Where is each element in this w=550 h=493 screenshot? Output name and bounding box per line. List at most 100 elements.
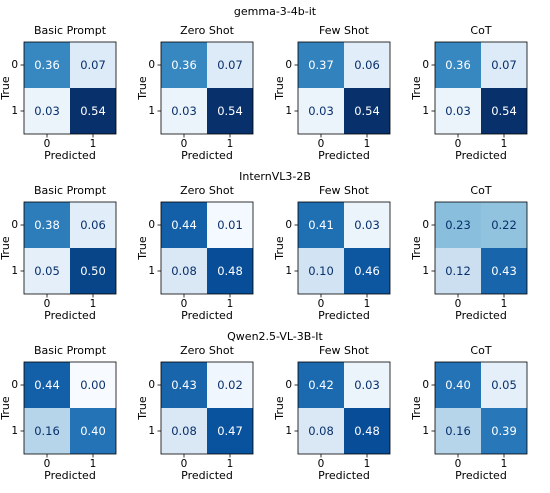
x-axis-label: Predicted xyxy=(181,149,233,162)
y-tick-label: 0 xyxy=(422,59,429,71)
matrix-cell xyxy=(24,42,70,88)
x-axis-label: Predicted xyxy=(44,309,96,322)
cell-value: 0.36 xyxy=(445,58,471,72)
matrix-cell xyxy=(70,42,116,88)
cell-value: 0.36 xyxy=(171,58,197,72)
matrix-cell xyxy=(161,42,207,88)
y-tick-label: 1 xyxy=(285,425,292,437)
matrix-cell xyxy=(298,408,344,454)
y-axis-label: True xyxy=(136,236,149,261)
x-tick-label: 0 xyxy=(44,138,51,150)
cell-value: 0.01 xyxy=(217,218,243,232)
y-axis-label: True xyxy=(136,76,149,101)
y-tick-label: 0 xyxy=(422,219,429,231)
panel-frame xyxy=(23,41,117,135)
row-title: Qwen2.5-VL-3B-It xyxy=(227,330,323,343)
cell-value: 0.43 xyxy=(491,264,517,278)
matrix-cell xyxy=(344,202,390,248)
y-tick-label: 1 xyxy=(11,425,18,437)
x-tick-label: 1 xyxy=(90,138,97,150)
cell-value: 0.00 xyxy=(80,378,106,392)
matrix-cell xyxy=(344,42,390,88)
cell-value: 0.54 xyxy=(491,104,517,118)
matrix-cell xyxy=(435,202,481,248)
matrix-cell xyxy=(298,362,344,408)
y-axis-label: True xyxy=(410,396,423,421)
y-tick-label: 0 xyxy=(148,59,155,71)
panel-title: Few Shot xyxy=(319,344,370,357)
x-tick-label: 1 xyxy=(501,298,508,310)
x-tick-label: 1 xyxy=(227,458,234,470)
y-axis-label: True xyxy=(273,236,286,261)
cell-value: 0.16 xyxy=(34,424,60,438)
matrix-cell xyxy=(435,88,481,134)
row-title: gemma-3-4b-it xyxy=(234,5,317,18)
y-tick-label: 1 xyxy=(422,105,429,117)
panel-frame xyxy=(434,41,528,135)
matrix-cell xyxy=(24,362,70,408)
cell-value: 0.40 xyxy=(80,424,106,438)
matrix-cell xyxy=(207,88,253,134)
y-tick-label: 0 xyxy=(11,379,18,391)
panel-title: Few Shot xyxy=(319,24,370,37)
matrix-cell xyxy=(24,248,70,294)
matrix-cell xyxy=(481,202,527,248)
x-axis-label: Predicted xyxy=(181,309,233,322)
y-axis-label: True xyxy=(0,76,12,101)
y-tick-label: 1 xyxy=(285,105,292,117)
x-tick-label: 0 xyxy=(181,298,188,310)
cell-value: 0.03 xyxy=(34,104,60,118)
cell-value: 0.54 xyxy=(354,104,380,118)
x-tick-label: 0 xyxy=(318,138,325,150)
model-row: Qwen2.5-VL-3B-It Basic Prompt 0.44 0.00 0.16… xyxy=(0,330,528,482)
row-title: InternVL3-2B xyxy=(239,170,311,183)
panel-title: Few Shot xyxy=(319,184,370,197)
x-tick-label: 0 xyxy=(44,298,51,310)
matrix-cell xyxy=(344,88,390,134)
matrix-cell xyxy=(298,202,344,248)
cell-value: 0.23 xyxy=(445,218,471,232)
panel-title: Zero Shot xyxy=(180,184,234,197)
y-axis-label: True xyxy=(136,396,149,421)
matrix-cell xyxy=(70,362,116,408)
model-row: InternVL3-2B Basic Prompt 0.38 0.06 0.05 0.50… xyxy=(0,170,528,322)
x-axis-label: Predicted xyxy=(455,309,507,322)
x-tick-label: 1 xyxy=(90,458,97,470)
matrix-cell xyxy=(435,42,481,88)
panel-title: CoT xyxy=(470,344,491,357)
y-tick-label: 1 xyxy=(422,265,429,277)
cell-value: 0.38 xyxy=(34,218,60,232)
cell-value: 0.40 xyxy=(445,378,471,392)
cell-value: 0.37 xyxy=(308,58,334,72)
cell-value: 0.06 xyxy=(354,58,380,72)
matrix-cell xyxy=(207,202,253,248)
y-tick-label: 1 xyxy=(422,425,429,437)
cell-value: 0.44 xyxy=(34,378,60,392)
y-tick-label: 1 xyxy=(11,265,18,277)
x-tick-label: 0 xyxy=(181,458,188,470)
x-tick-label: 1 xyxy=(227,138,234,150)
x-tick-label: 1 xyxy=(364,298,371,310)
matrix-cell xyxy=(435,248,481,294)
y-tick-label: 0 xyxy=(148,379,155,391)
x-tick-label: 1 xyxy=(90,298,97,310)
y-tick-label: 0 xyxy=(285,59,292,71)
matrix-cell xyxy=(344,248,390,294)
y-tick-label: 0 xyxy=(11,59,18,71)
cell-value: 0.36 xyxy=(34,58,60,72)
x-tick-label: 1 xyxy=(364,138,371,150)
y-tick-label: 0 xyxy=(11,219,18,231)
matrix-cell xyxy=(481,88,527,134)
matrix-cell xyxy=(481,362,527,408)
matrix-cell xyxy=(161,88,207,134)
cell-value: 0.48 xyxy=(354,424,380,438)
